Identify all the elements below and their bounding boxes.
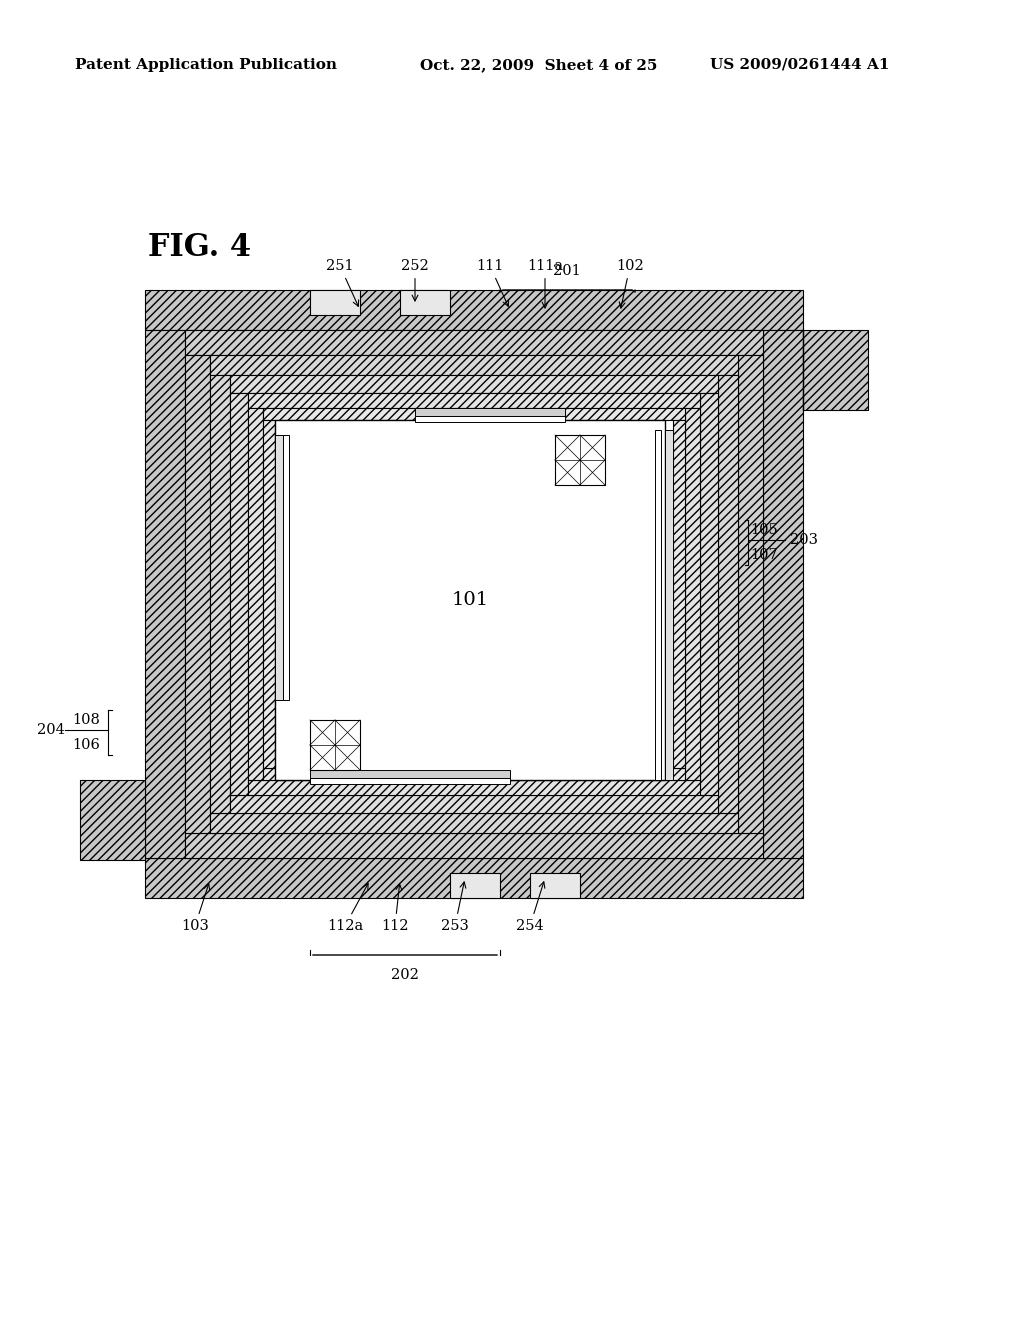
Bar: [530, 873, 580, 898]
Text: 251: 251: [327, 259, 358, 306]
Text: US 2009/0261444 A1: US 2009/0261444 A1: [710, 58, 890, 73]
Bar: [283, 436, 289, 700]
Bar: [80, 780, 145, 861]
Bar: [248, 393, 700, 408]
Text: 105: 105: [750, 523, 778, 537]
Text: 204: 204: [37, 723, 65, 737]
Text: 112a: 112a: [327, 883, 368, 933]
Text: 101: 101: [452, 591, 488, 609]
Bar: [145, 330, 185, 858]
Text: Patent Application Publication: Patent Application Publication: [75, 58, 337, 73]
Text: 108: 108: [72, 713, 100, 727]
Text: 107: 107: [750, 548, 778, 562]
Bar: [263, 420, 275, 768]
Bar: [415, 416, 565, 422]
Bar: [185, 355, 210, 833]
Bar: [275, 436, 283, 700]
Bar: [248, 408, 263, 780]
Bar: [145, 858, 803, 898]
Text: 203: 203: [790, 533, 818, 546]
Text: 253: 253: [441, 882, 469, 933]
Bar: [763, 330, 803, 858]
Text: 254: 254: [516, 882, 545, 933]
Bar: [555, 436, 605, 484]
Bar: [700, 393, 718, 795]
Bar: [718, 375, 738, 813]
Bar: [230, 795, 718, 813]
Bar: [185, 833, 763, 858]
Bar: [263, 768, 685, 780]
Bar: [400, 290, 450, 315]
Bar: [685, 408, 700, 780]
Bar: [665, 430, 673, 780]
Text: 111: 111: [476, 259, 509, 306]
Bar: [310, 290, 360, 315]
Text: 201: 201: [553, 264, 581, 279]
Text: 103: 103: [181, 884, 210, 933]
Text: 252: 252: [401, 259, 429, 301]
Bar: [210, 813, 738, 833]
Text: 102: 102: [616, 259, 644, 308]
Text: FIG. 4: FIG. 4: [148, 232, 251, 264]
Bar: [310, 777, 510, 784]
Bar: [450, 873, 500, 898]
Bar: [145, 290, 803, 330]
Bar: [275, 420, 665, 780]
Text: Oct. 22, 2009  Sheet 4 of 25: Oct. 22, 2009 Sheet 4 of 25: [420, 58, 657, 73]
Bar: [310, 770, 510, 777]
Bar: [310, 719, 360, 770]
Text: 111a: 111a: [527, 259, 563, 308]
Bar: [210, 355, 738, 375]
Text: 106: 106: [72, 738, 100, 752]
Bar: [738, 355, 763, 833]
Bar: [230, 393, 248, 795]
Bar: [655, 430, 662, 780]
Bar: [263, 408, 685, 420]
Bar: [210, 375, 230, 813]
Bar: [185, 330, 763, 355]
Bar: [415, 408, 565, 416]
Bar: [230, 375, 718, 393]
Bar: [803, 330, 868, 411]
Text: 112: 112: [381, 884, 409, 933]
Bar: [248, 780, 700, 795]
Bar: [673, 420, 685, 768]
Text: 202: 202: [391, 968, 419, 982]
